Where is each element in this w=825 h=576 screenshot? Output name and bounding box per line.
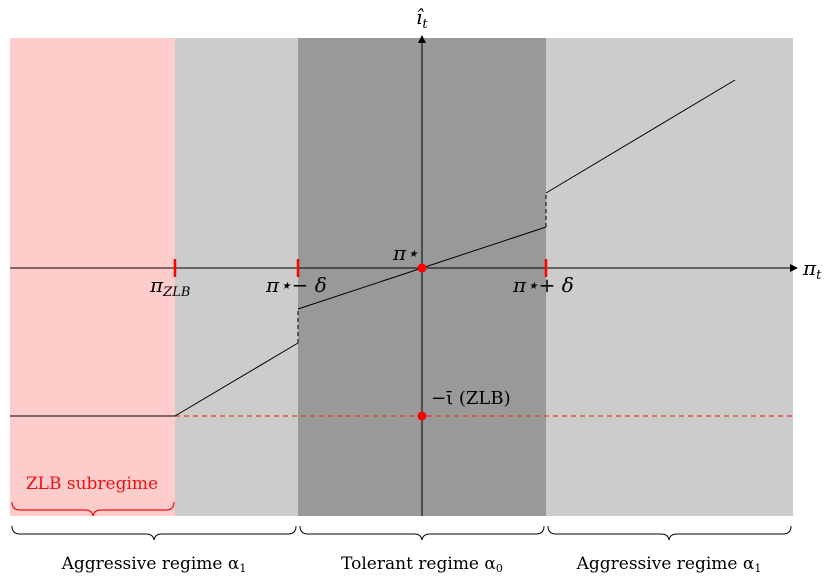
pi-minus-delta-label: π⋆− δ	[265, 273, 327, 297]
brace-aggressive-left	[11, 525, 297, 541]
x-axis-label: πt	[802, 256, 822, 283]
brace-tolerant	[299, 525, 545, 541]
aggressive-region-right	[546, 38, 793, 516]
zlb-point	[417, 411, 427, 421]
pi-zlb-label: πZLB	[149, 273, 190, 300]
brace-aggressive-right	[547, 525, 792, 541]
aggressive-right-label: Aggressive regime α1	[576, 554, 762, 575]
aggressive-region-left	[175, 38, 298, 516]
zlb-region	[10, 38, 175, 516]
rule-segment-aggressive-right	[545, 79, 736, 194]
pi-plus-delta-label: π⋆+ δ	[512, 273, 574, 297]
zlb-point-label: −ῑ (ZLB)	[431, 388, 511, 409]
aggressive-left-label: Aggressive regime α1	[61, 554, 247, 575]
zlb-subregime-label: ZLB subregime	[26, 474, 158, 494]
pi-star-point	[417, 263, 427, 273]
rule-segment-aggressive-left	[174, 342, 299, 417]
y-axis-label: ît	[416, 5, 428, 32]
pi-star-label: π⋆	[392, 241, 419, 265]
tolerant-label: Tolerant regime α0	[341, 554, 503, 575]
zlb-subregime-brace	[11, 501, 175, 517]
